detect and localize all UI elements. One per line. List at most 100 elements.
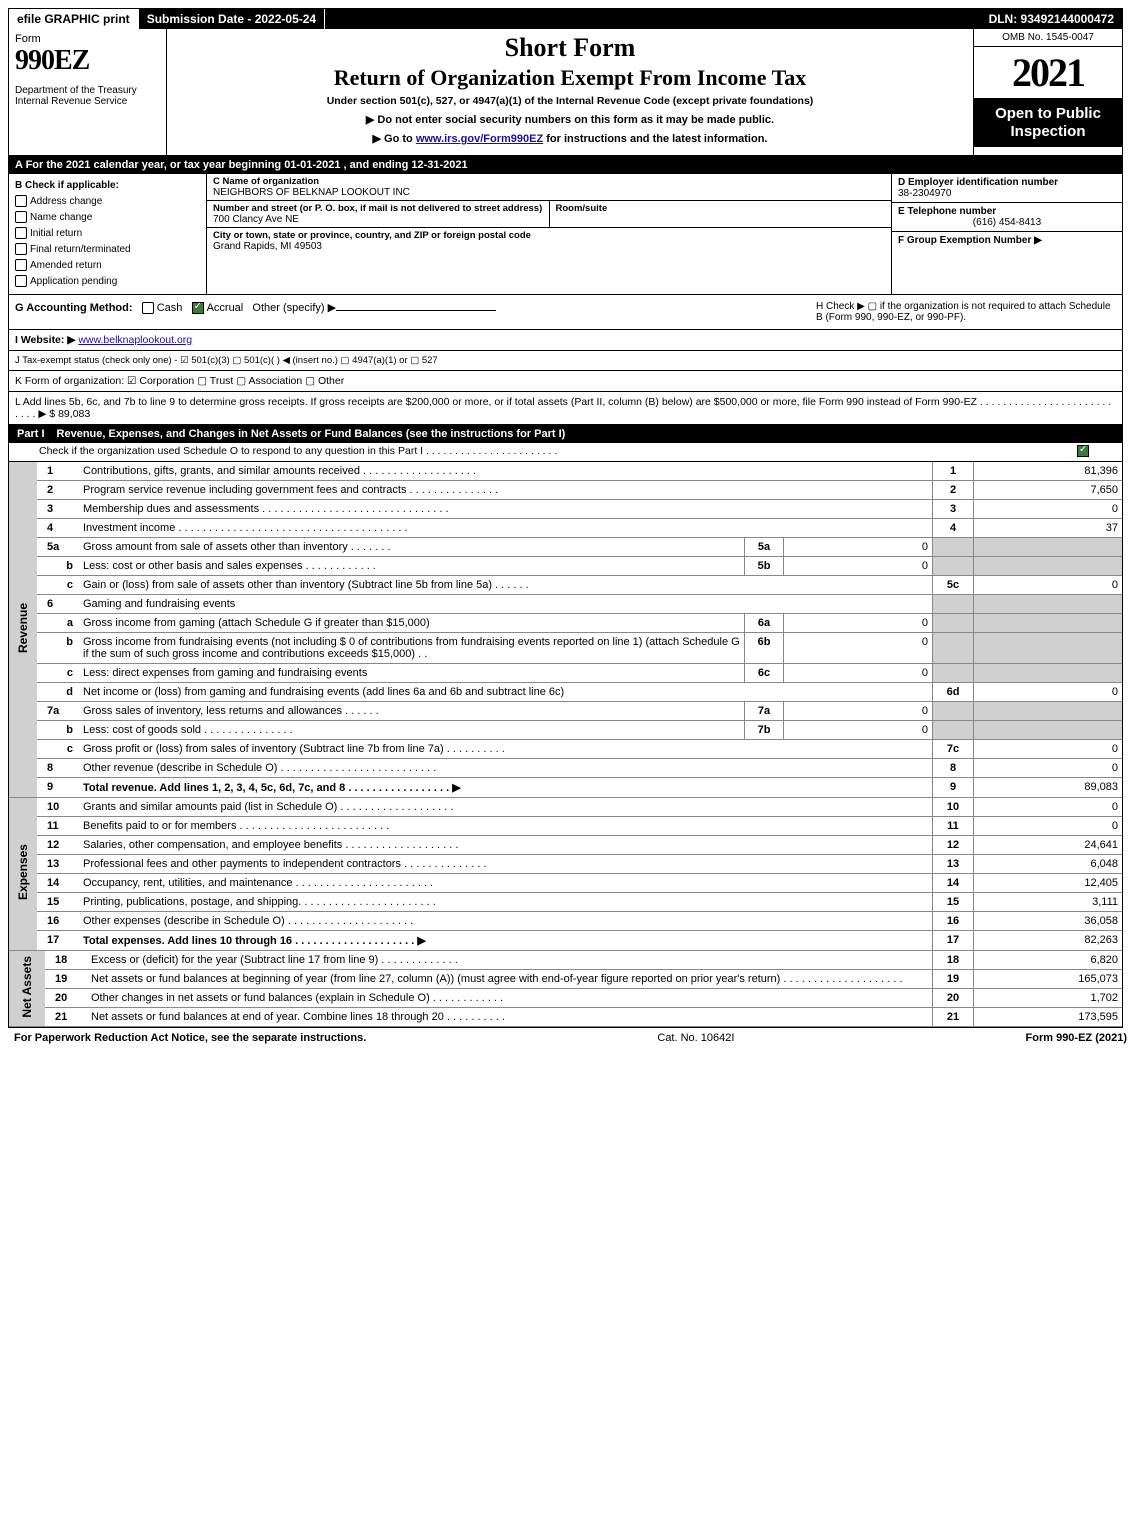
line-number: 10 [37,798,79,817]
part1-sub: Check if the organization used Schedule … [9,443,1122,462]
line-value: 0 [974,500,1123,519]
line-number: 5a [37,538,79,557]
footer-cat: Cat. No. 10642I [366,1032,1025,1044]
right-line-number: 1 [933,462,974,481]
efile-graphic-print[interactable]: efile GRAPHIC print [9,9,139,29]
sub-line-number: 6c [745,664,784,683]
org-name-cell: C Name of organization NEIGHBORS OF BELK… [207,174,891,200]
line-number: 8 [37,759,79,778]
line-row: 8Other revenue (describe in Schedule O) … [9,759,1122,778]
sub-line-value: 0 [784,557,933,576]
section-label: Net Assets [9,951,45,1027]
right-line-number: 6d [933,683,974,702]
header: Form 990EZ Department of the Treasury In… [9,29,1122,156]
phone-label: E Telephone number [898,206,996,217]
part1-title: Revenue, Expenses, and Changes in Net As… [53,428,1118,440]
line-number: 2 [37,481,79,500]
line-desc: Less: direct expenses from gaming and fu… [79,664,745,683]
line-number: 1 [37,462,79,481]
street-cell: Number and street (or P. O. box, if mail… [207,201,549,227]
checkbox-checked-icon[interactable] [192,302,204,314]
line-number: 7a [37,702,79,721]
line-desc: Professional fees and other payments to … [79,855,933,874]
chk-name-change[interactable]: Name change [15,210,200,226]
street: 700 Clancy Ave NE [213,214,543,225]
grey-cell [974,595,1123,614]
dln: DLN: 93492144000472 [981,9,1122,29]
right-line-number: 2 [933,481,974,500]
irs-link[interactable]: www.irs.gov/Form990EZ [416,133,543,145]
g-label: G Accounting Method: [15,302,133,314]
line-row: Net Assets18Excess or (deficit) for the … [9,951,1122,970]
sub-line-value: 0 [784,721,933,740]
part1-header: Part I Revenue, Expenses, and Changes in… [9,425,1122,443]
line-value: 24,641 [974,836,1123,855]
line-number: 6 [37,595,79,614]
chk-final-return[interactable]: Final return/terminated [15,242,200,258]
line-desc: Less: cost of goods sold . . . . . . . .… [79,721,745,740]
checkbox-icon[interactable] [142,302,154,314]
right-line-number: 12 [933,836,974,855]
website-link[interactable]: www.belknaplookout.org [78,334,192,346]
right-line-number: 18 [933,951,974,970]
grey-cell [933,595,974,614]
line-k: K Form of organization: ☑ Corporation ▢ … [9,371,1122,392]
line-desc: Benefits paid to or for members . . . . … [79,817,933,836]
chk-amended-return[interactable]: Amended return [15,258,200,274]
sub-line-number: 6a [745,614,784,633]
right-line-number: 21 [933,1008,974,1027]
line-desc: Occupancy, rent, utilities, and maintena… [79,874,933,893]
line-number: c [37,740,79,759]
chk-application-pending[interactable]: Application pending [15,274,200,290]
room-cell: Room/suite [549,201,892,227]
line-number: 18 [45,951,87,970]
grey-cell [933,702,974,721]
g-accrual: Accrual [207,302,244,314]
schedule-o-checkbox[interactable] [1077,445,1089,457]
open-public-inspection: Open to Public Inspection [974,99,1122,147]
grey-cell [974,557,1123,576]
l-text: L Add lines 5b, 6c, and 7b to line 9 to … [15,396,1111,420]
line-number: b [37,721,79,740]
right-line-number: 8 [933,759,974,778]
line-desc: Less: cost or other basis and sales expe… [79,557,745,576]
line-value: 0 [974,683,1123,702]
i-label: I Website: ▶ [15,334,75,346]
chk-initial-return[interactable]: Initial return [15,226,200,242]
line-desc: Salaries, other compensation, and employ… [79,836,933,855]
checkbox-icon [15,211,27,223]
line-row: 15Printing, publications, postage, and s… [9,893,1122,912]
line-number: 13 [37,855,79,874]
sub-line-value: 0 [784,538,933,557]
line-row: Expenses10Grants and similar amounts pai… [9,798,1122,817]
part1-label: Part I [13,428,53,440]
sub-line-number: 7a [745,702,784,721]
revenue-table: Revenue1Contributions, gifts, grants, an… [9,462,1122,798]
form-number: 990EZ [15,45,160,77]
right-line-number: 16 [933,912,974,931]
grey-cell [974,633,1123,664]
line-row: 21Net assets or fund balances at end of … [9,1008,1122,1027]
right-line-number: 13 [933,855,974,874]
l-amount: 89,083 [58,408,90,420]
grey-cell [933,557,974,576]
line-value: 173,595 [974,1008,1123,1027]
line-value: 81,396 [974,462,1123,481]
g-other-blank [336,310,496,311]
line-number: 19 [45,970,87,989]
section-label: Expenses [9,798,37,951]
omb-number: OMB No. 1545-0047 [974,29,1122,47]
right-line-number: 5c [933,576,974,595]
line-number: a [37,614,79,633]
line-row: 17Total expenses. Add lines 10 through 1… [9,931,1122,951]
line-desc: Gross income from gaming (attach Schedul… [79,614,745,633]
line-value: 1,702 [974,989,1123,1008]
line-desc: Gross income from fundraising events (no… [79,633,745,664]
line-a: A For the 2021 calendar year, or tax yea… [9,156,1122,174]
line-number: 4 [37,519,79,538]
line-value: 6,820 [974,951,1123,970]
chk-address-change[interactable]: Address change [15,194,200,210]
line-row: 2Program service revenue including gover… [9,481,1122,500]
grey-cell [933,664,974,683]
line-number: b [37,633,79,664]
